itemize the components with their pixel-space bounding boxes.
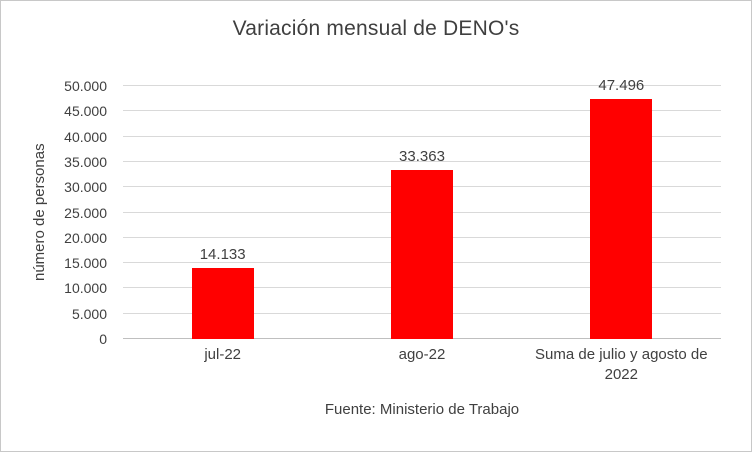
bar <box>191 267 254 339</box>
gridline <box>123 135 721 137</box>
x-tick-label: ago-22 <box>398 346 446 363</box>
y-tick-label: 5.000 <box>71 305 107 322</box>
y-tick-label: 50.000 <box>64 78 107 94</box>
y-tick-label: 20.000 <box>64 229 107 246</box>
y-tick-label: 0 <box>99 331 107 347</box>
gridline <box>123 85 721 86</box>
bar-slot: 33.363 <box>322 86 521 339</box>
bar-value-label: 14.133 <box>199 245 246 263</box>
bar <box>590 98 653 339</box>
bar-value-label: 33.363 <box>399 148 445 166</box>
bars: 14.133 33.363 47.496 <box>123 77 721 339</box>
y-tick-label: 25.000 <box>64 204 107 221</box>
bar <box>390 170 453 339</box>
x-tick-label: jul-22 <box>204 346 241 363</box>
gridline <box>123 110 721 112</box>
y-tick-label: 35.000 <box>64 153 107 170</box>
plot-area: 14.133 33.363 47.496 <box>123 77 721 339</box>
y-axis-ticks: 0 5.000 10.000 15.000 20.000 25.000 30.000 35.0… <box>1 78 113 347</box>
bar-slot: 47.496 <box>522 77 721 339</box>
y-tick-label: 10.000 <box>64 280 107 297</box>
y-tick-label: 45.000 <box>64 103 107 120</box>
bar-value-label: 47.496 <box>598 76 645 94</box>
y-tick-label: 15.000 <box>64 255 107 272</box>
chart-title: Variación mensual de DENO's <box>232 17 520 40</box>
x-axis-labels: jul-22 ago-22 Suma de julio y agosto de 20… <box>123 345 721 386</box>
y-tick-label: 40.000 <box>64 128 107 145</box>
y-tick-label: 30.000 <box>64 179 107 196</box>
source-caption: Fuente: Ministerio de Trabajo <box>324 401 520 418</box>
x-tick-label: Suma de julio y agosto de 2022 <box>535 346 708 384</box>
bar-slot: 14.133 <box>123 86 322 339</box>
gridline <box>123 160 721 162</box>
